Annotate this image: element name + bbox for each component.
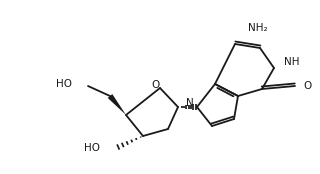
Text: NH: NH	[284, 57, 300, 67]
Text: NH₂: NH₂	[248, 23, 268, 33]
Text: HO: HO	[56, 79, 72, 89]
Text: N: N	[186, 98, 194, 108]
Text: O: O	[151, 80, 159, 90]
Text: O: O	[303, 81, 311, 91]
Text: HO: HO	[84, 143, 100, 153]
Polygon shape	[108, 94, 126, 115]
